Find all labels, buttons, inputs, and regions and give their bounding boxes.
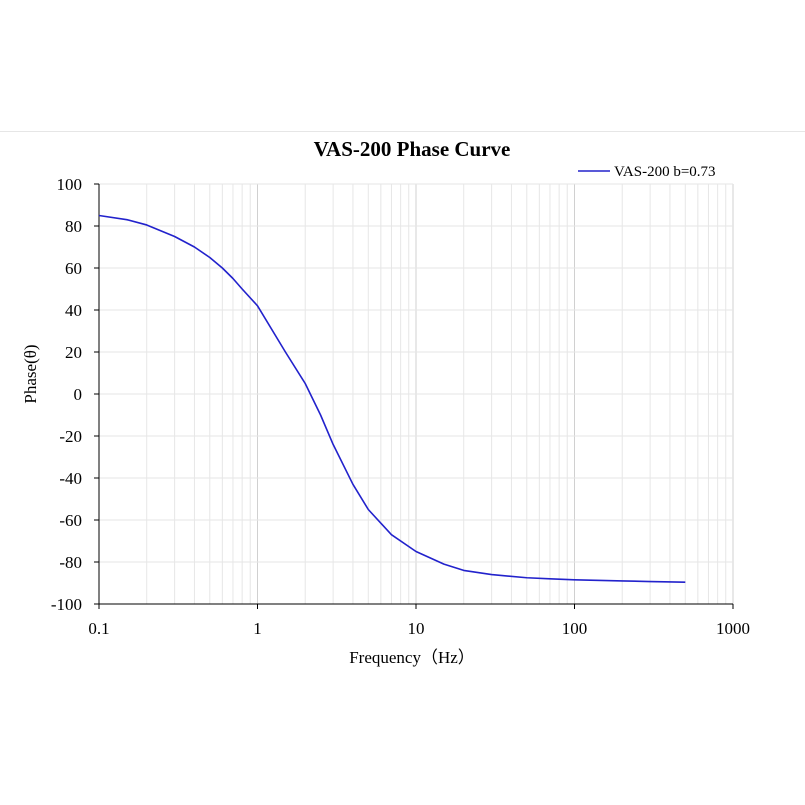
legend-label: VAS-200 b=0.73: [614, 164, 716, 180]
x-axis-label: Frequency（Hz）: [349, 648, 475, 667]
series-group: [98, 214, 686, 583]
x-tick-label: 100: [562, 619, 588, 638]
y-tick-label: 100: [57, 175, 83, 194]
chart-title: VAS-200 Phase Curve: [314, 137, 511, 161]
y-tick-label: 80: [65, 217, 82, 236]
y-tick-label: -60: [59, 511, 82, 530]
x-tick-label: 1: [253, 619, 262, 638]
series-line: [98, 214, 686, 583]
y-axis-label: Phase(θ): [21, 344, 40, 403]
grid: [98, 183, 734, 605]
y-tick-label: -100: [51, 595, 82, 614]
x-tick-label: 0.1: [88, 619, 109, 638]
y-tick-label: 0: [74, 385, 83, 404]
x-tick-label: 10: [408, 619, 425, 638]
y-tick-label: -20: [59, 427, 82, 446]
y-tick-labels: 100 80 60 40 20 0 -20 -40 -60 -80 -100: [51, 175, 82, 614]
legend: VAS-200 b=0.73: [578, 164, 716, 180]
y-tick-label: -40: [59, 469, 82, 488]
y-tick-label: -80: [59, 553, 82, 572]
y-tick-label: 20: [65, 343, 82, 362]
y-tick-label: 40: [65, 301, 82, 320]
top-divider: [0, 131, 805, 132]
axes: [94, 183, 734, 609]
x-tick-labels: 0.1 1 10 100 1000: [88, 619, 750, 638]
x-tick-label: 1000: [716, 619, 750, 638]
y-tick-label: 60: [65, 259, 82, 278]
